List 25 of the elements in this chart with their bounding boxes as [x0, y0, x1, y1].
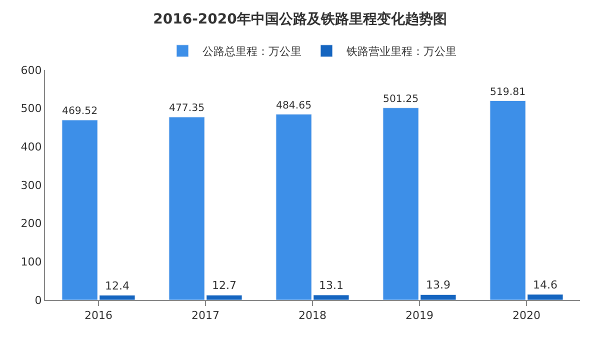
x-tick-label: 2020	[512, 309, 540, 322]
y-tick-label: 500	[20, 102, 42, 116]
data-label: 519.81	[490, 86, 526, 98]
y-tick-label: 300	[20, 178, 42, 192]
y-tick-label: 0	[34, 294, 42, 307]
y-tick-label: 200	[20, 217, 42, 230]
data-label: 12.4	[104, 279, 130, 292]
data-label: 501.25	[383, 94, 419, 106]
data-label: 14.6	[532, 278, 558, 292]
legend-label: 公路总里程：万公里	[202, 45, 302, 58]
x-tick-label: 2017	[192, 309, 220, 322]
y-tick-label: 100	[20, 256, 42, 269]
data-label: 484.65	[276, 100, 312, 112]
y-tick-label: 600	[20, 64, 42, 77]
data-label: 12.7	[212, 279, 236, 292]
data-label: 477.35	[169, 103, 205, 114]
chart-title: 2016-2020年中国公路及铁路里程变化趋势图	[153, 10, 447, 28]
data-label: 469.52	[62, 106, 98, 118]
data-label: 13.9	[426, 278, 450, 292]
x-tick-label: 2016	[84, 309, 112, 322]
x-tick-label: 2018	[298, 309, 326, 322]
y-tick-label: 400	[20, 140, 42, 154]
x-tick-label: 2019	[406, 309, 434, 322]
legend-label: 铁路营业里程：万公里	[346, 45, 456, 58]
data-label: 13.1	[318, 278, 344, 292]
